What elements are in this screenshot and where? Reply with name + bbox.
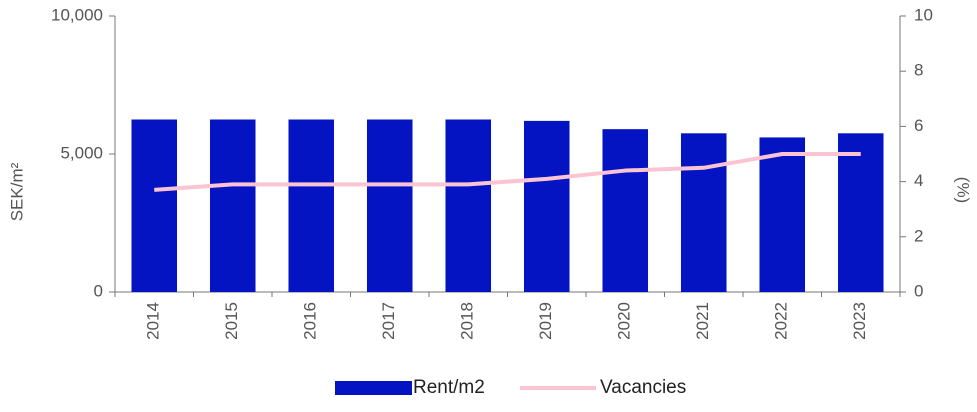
bar — [209, 119, 256, 292]
bar — [366, 119, 413, 292]
x-tick-label: 2016 — [301, 302, 320, 340]
legend-label: Rent/m2 — [413, 377, 485, 398]
y-tick-label: 0 — [94, 281, 103, 300]
y2-tick-label: 0 — [914, 281, 923, 300]
y2-tick-label: 2 — [914, 226, 923, 245]
x-tick-label: 2019 — [536, 302, 555, 340]
x-tick-label: 2014 — [144, 302, 163, 340]
y2-tick-label: 8 — [914, 61, 923, 80]
y2-axis-label: (%) — [954, 177, 973, 203]
legend-swatch — [335, 381, 412, 395]
bar — [837, 133, 884, 292]
line — [154, 152, 861, 192]
x-tick-label: 2017 — [379, 302, 398, 340]
x-tick-label: 2020 — [615, 302, 634, 340]
bar — [523, 120, 570, 292]
x-tick-label: 2018 — [458, 302, 477, 340]
bar — [445, 119, 492, 292]
y-tick-label: 10,000 — [51, 5, 103, 24]
y2-tick-label: 10 — [914, 5, 933, 24]
x-tick-label: 2021 — [693, 302, 712, 340]
x-tick-label: 2023 — [850, 302, 869, 340]
x-tick-label: 2022 — [772, 302, 791, 340]
bar — [288, 119, 335, 292]
x-tick-label: 2015 — [222, 302, 241, 340]
bar — [602, 129, 649, 292]
y-tick-label: 5,000 — [60, 143, 103, 162]
bar — [680, 133, 727, 292]
legend-label: Vacancies — [600, 377, 686, 398]
bar — [759, 137, 806, 292]
y-axis-label: SEK/m² — [7, 162, 26, 221]
bar — [131, 119, 178, 292]
y2-tick-label: 4 — [914, 171, 923, 190]
y2-tick-label: 6 — [914, 116, 923, 135]
